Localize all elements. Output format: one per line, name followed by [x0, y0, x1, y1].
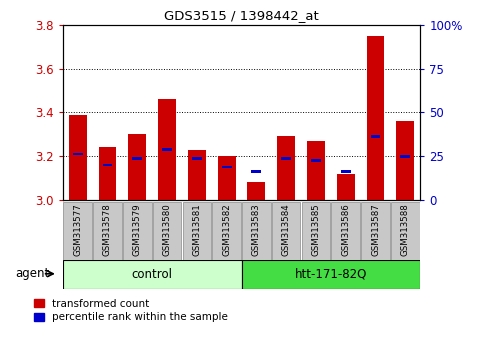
Bar: [281, 157, 291, 160]
Text: htt-171-82Q: htt-171-82Q: [295, 268, 367, 281]
Bar: [153, 202, 181, 260]
Bar: [242, 202, 270, 260]
Text: GSM313584: GSM313584: [282, 204, 291, 256]
Bar: [99, 147, 116, 200]
Text: GSM313579: GSM313579: [133, 204, 142, 256]
Bar: [69, 115, 86, 200]
Bar: [391, 202, 420, 260]
Bar: [123, 202, 152, 260]
Bar: [397, 121, 414, 200]
Bar: [192, 157, 202, 160]
Bar: [400, 155, 410, 158]
Text: GSM313578: GSM313578: [103, 204, 112, 256]
Text: GSM313588: GSM313588: [401, 204, 410, 256]
Bar: [272, 202, 300, 260]
Text: GSM313581: GSM313581: [192, 204, 201, 256]
Bar: [102, 164, 113, 166]
Bar: [158, 99, 176, 200]
Bar: [277, 137, 295, 200]
Text: GSM313580: GSM313580: [163, 204, 171, 256]
Text: GSM313586: GSM313586: [341, 204, 350, 256]
Bar: [132, 157, 142, 160]
Text: GSM313585: GSM313585: [312, 204, 320, 256]
Text: GSM313583: GSM313583: [252, 204, 261, 256]
Bar: [162, 148, 172, 151]
Legend: transformed count, percentile rank within the sample: transformed count, percentile rank withi…: [34, 299, 228, 322]
Bar: [302, 202, 330, 260]
Bar: [242, 260, 420, 289]
Bar: [188, 150, 206, 200]
Bar: [93, 202, 122, 260]
Bar: [311, 159, 321, 162]
Bar: [370, 135, 381, 138]
Bar: [183, 202, 211, 260]
Bar: [73, 153, 83, 155]
Bar: [367, 36, 384, 200]
Text: GSM313587: GSM313587: [371, 204, 380, 256]
Bar: [222, 166, 231, 169]
Bar: [307, 141, 325, 200]
Bar: [213, 202, 241, 260]
Text: GSM313582: GSM313582: [222, 204, 231, 256]
Text: GSM313577: GSM313577: [73, 204, 82, 256]
Bar: [337, 174, 355, 200]
Bar: [63, 260, 242, 289]
Text: control: control: [132, 268, 172, 281]
Bar: [361, 202, 390, 260]
Bar: [218, 156, 236, 200]
Title: GDS3515 / 1398442_at: GDS3515 / 1398442_at: [164, 9, 319, 22]
Bar: [252, 170, 261, 173]
Bar: [331, 202, 360, 260]
Bar: [341, 170, 351, 173]
Text: agent: agent: [15, 267, 50, 280]
Bar: [63, 202, 92, 260]
Bar: [128, 134, 146, 200]
Bar: [247, 182, 265, 200]
